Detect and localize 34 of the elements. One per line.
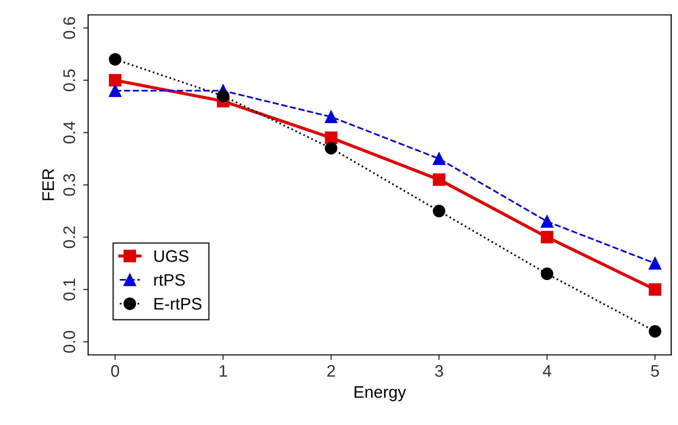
x-tick-label: 1 — [220, 365, 227, 377]
point — [108, 74, 122, 87]
point — [108, 84, 122, 97]
point — [648, 283, 662, 296]
legend-label: UGS — [154, 250, 188, 262]
x-tick-label: 3 — [435, 365, 443, 377]
x-tick-label: 2 — [327, 365, 335, 377]
point — [108, 53, 122, 66]
y-tick-label: 0.1 — [63, 278, 76, 300]
point — [216, 90, 230, 102]
point — [648, 325, 662, 338]
y-tick-label: 0.4 — [63, 121, 76, 144]
y-axis-title: FER — [42, 168, 54, 200]
point — [324, 110, 338, 124]
point — [324, 142, 338, 155]
x-tick-label: 4 — [542, 365, 552, 377]
point — [540, 230, 554, 244]
y-tick-label: 0.2 — [63, 226, 76, 248]
point — [432, 204, 446, 218]
x-axis-title: Energy — [354, 386, 406, 402]
point — [432, 173, 446, 186]
point — [432, 152, 446, 165]
x-tick-label: 0 — [111, 365, 120, 377]
legend-label: rtPS — [154, 274, 185, 286]
y-tick-label: 0.6 — [63, 17, 76, 39]
y-tick-label: 0.5 — [63, 69, 76, 92]
legend-label: E-rtPS — [154, 298, 202, 310]
point — [648, 257, 662, 270]
y-tick-label: 0.3 — [63, 174, 76, 196]
y-tick-label: 0.0 — [63, 330, 76, 353]
point — [324, 132, 338, 144]
point — [540, 268, 554, 280]
point — [540, 215, 554, 228]
x-tick-label: 5 — [651, 365, 659, 377]
